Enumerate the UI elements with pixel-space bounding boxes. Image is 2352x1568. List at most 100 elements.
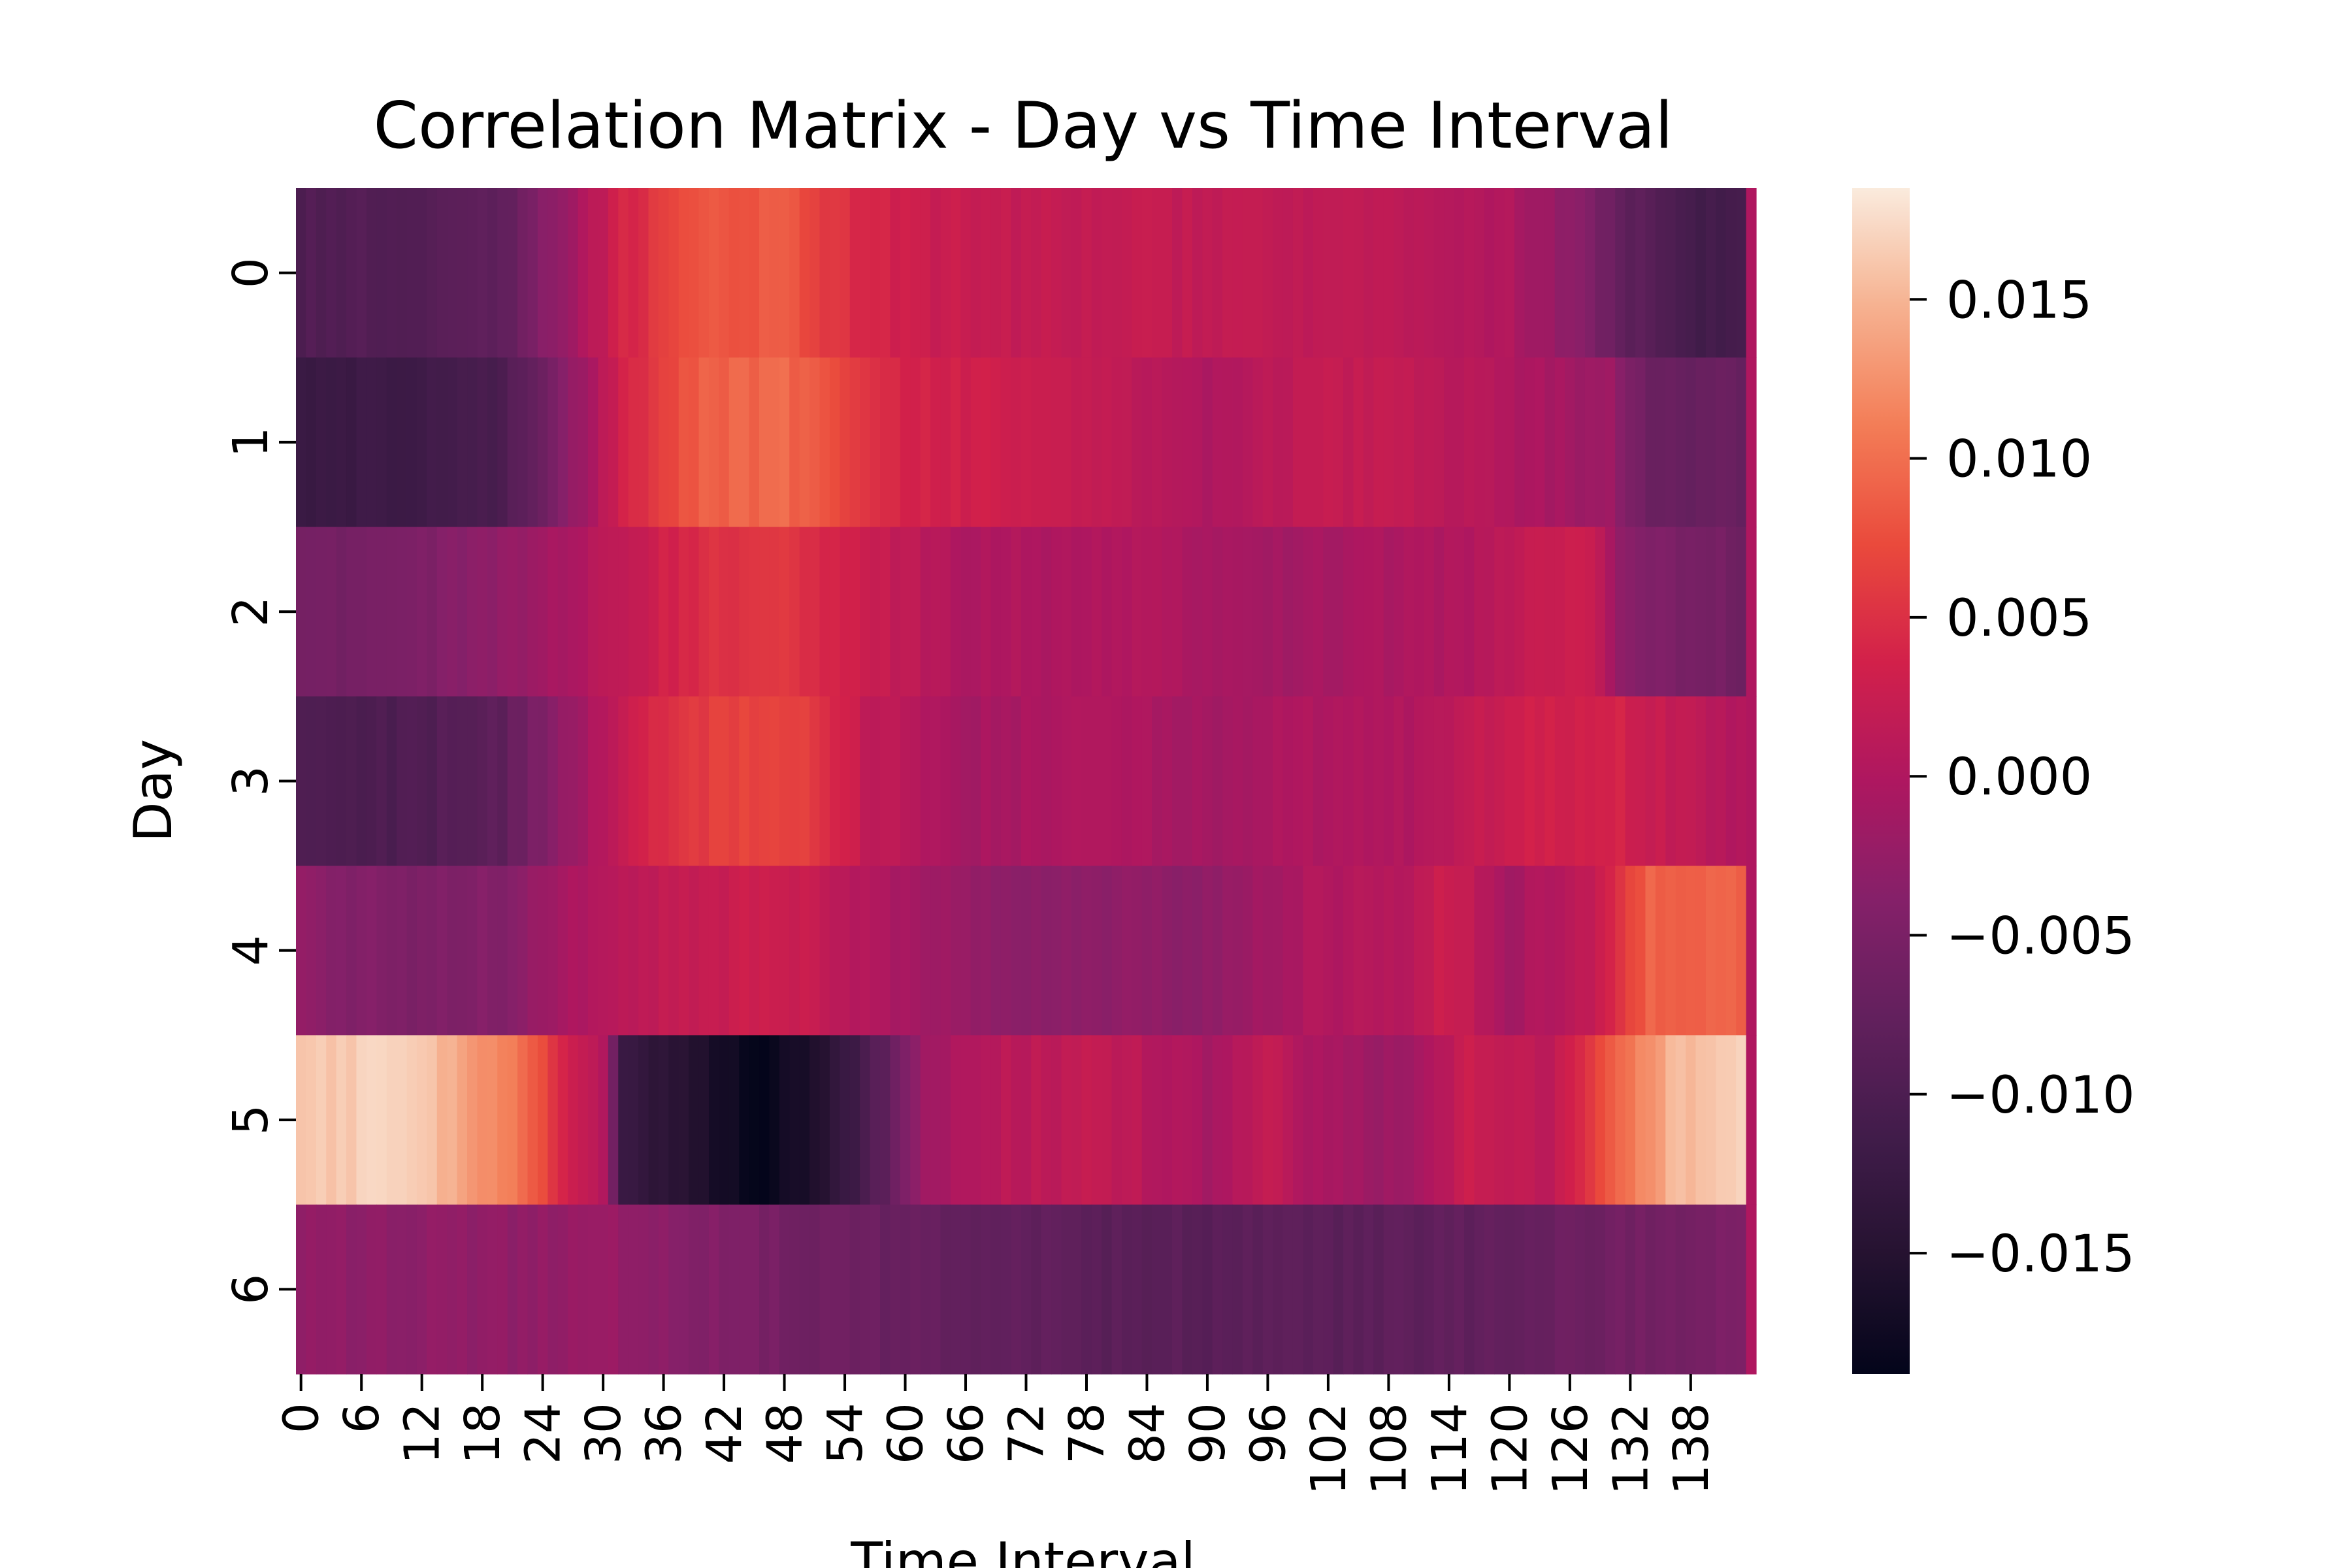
heatmap-cell	[1645, 188, 1656, 358]
heatmap-cell	[497, 1204, 508, 1375]
heatmap-cell	[1262, 1035, 1273, 1205]
heatmap-cell	[316, 696, 327, 866]
heatmap-cell	[1615, 188, 1626, 358]
heatmap-cell	[1102, 527, 1113, 697]
heatmap-cell	[507, 357, 518, 528]
heatmap-cell	[1051, 696, 1062, 866]
heatmap-cell	[819, 527, 830, 697]
heatmap-cell	[578, 357, 589, 528]
heatmap-cell	[356, 188, 367, 358]
heatmap-cell	[1534, 527, 1545, 697]
heatmap-cell	[1333, 527, 1344, 697]
heatmap-cell	[628, 866, 639, 1036]
heatmap-cell	[981, 357, 992, 528]
heatmap-cell	[990, 188, 1002, 358]
heatmap-cell	[1363, 866, 1374, 1036]
heatmap-cell	[749, 527, 760, 697]
heatmap-cell	[598, 1035, 609, 1205]
heatmap-cell	[769, 1204, 780, 1375]
heatmap-cell	[1615, 696, 1626, 866]
heatmap-cell	[950, 866, 961, 1036]
heatmap-cell	[467, 357, 478, 528]
heatmap-cell	[1071, 188, 1082, 358]
heatmap-cell	[527, 866, 538, 1036]
heatmap-cell	[416, 357, 427, 528]
heatmap-cell	[557, 357, 568, 528]
heatmap-cell	[366, 357, 377, 528]
heatmap-cell	[1565, 1204, 1576, 1375]
heatmap-cell	[1635, 527, 1646, 697]
colorbar-ticks: 0.015 0.010 0.005 0.000 −0.005 −0.010 −0.015	[1910, 271, 2135, 1284]
heatmap-cell	[1262, 188, 1273, 358]
heatmap-cell	[427, 357, 438, 528]
heatmap-cell	[578, 1035, 589, 1205]
heatmap-cell	[1262, 1204, 1273, 1375]
heatmap-cell	[1534, 1204, 1545, 1375]
heatmap-cell	[749, 696, 760, 866]
heatmap-cell	[1292, 866, 1303, 1036]
heatmap-cell	[900, 696, 911, 866]
heatmap-cell	[1424, 1035, 1435, 1205]
heatmap-cell	[416, 527, 427, 697]
heatmap-cell	[728, 1035, 740, 1205]
heatmap-cell	[436, 866, 448, 1036]
heatmap-cell	[628, 527, 639, 697]
heatmap-cell	[547, 188, 559, 358]
heatmap-cell	[1091, 1035, 1102, 1205]
heatmap-cell	[1202, 357, 1213, 528]
heatmap-cell	[950, 696, 961, 866]
heatmap-cell	[1041, 696, 1052, 866]
heatmap-cell	[537, 696, 548, 866]
heatmap-cell	[1132, 1204, 1143, 1375]
heatmap-cell	[1273, 696, 1284, 866]
heatmap-cell	[467, 1035, 478, 1205]
heatmap-cell	[1514, 527, 1526, 697]
heatmap-cell	[306, 1204, 317, 1375]
heatmap-cell	[588, 866, 599, 1036]
heatmap-cell	[1615, 527, 1626, 697]
heatmap-cell	[507, 1204, 518, 1375]
heatmap-cell	[1222, 696, 1233, 866]
heatmap-cell	[819, 188, 830, 358]
x-tick-label: 72	[999, 1403, 1055, 1464]
heatmap-cell	[1333, 1035, 1344, 1205]
heatmap-cell	[1625, 696, 1636, 866]
heatmap-cell	[920, 527, 931, 697]
heatmap-cell	[316, 866, 327, 1036]
heatmap-cell	[517, 1204, 529, 1375]
heatmap-cell	[1222, 357, 1233, 528]
heatmap-cell	[728, 1204, 740, 1375]
heatmap-cell	[819, 357, 830, 528]
heatmap-cell	[940, 527, 951, 697]
heatmap-cell	[1373, 1035, 1384, 1205]
y-tick-label: 6	[223, 1274, 279, 1305]
heatmap-cell	[1383, 357, 1394, 528]
heatmap-cell	[527, 1204, 538, 1375]
heatmap-cell	[628, 696, 639, 866]
heatmap-cell	[1192, 866, 1203, 1036]
y-axis: 0 1 2 3 4 5 6	[223, 257, 296, 1305]
heatmap-cell	[1625, 866, 1636, 1036]
heatmap-cell	[1675, 357, 1686, 528]
heatmap-cell	[1484, 357, 1495, 528]
heatmap-cell	[1394, 188, 1405, 358]
heatmap-cell	[1705, 866, 1716, 1036]
heatmap-cell	[1292, 696, 1303, 866]
heatmap-cell	[1474, 188, 1485, 358]
heatmap-cell	[1132, 527, 1143, 697]
heatmap-cell	[739, 527, 750, 697]
heatmap-cell	[436, 1035, 448, 1205]
heatmap-cell	[1232, 527, 1243, 697]
heatmap-cell	[487, 527, 498, 697]
heatmap-cell	[366, 1204, 377, 1375]
heatmap-cell	[1464, 1035, 1475, 1205]
heatmap-cell	[689, 1035, 700, 1205]
heatmap-cell	[940, 357, 951, 528]
heatmap-cell	[860, 1035, 871, 1205]
heatmap-cell	[457, 1035, 468, 1205]
heatmap-cell	[1725, 1035, 1737, 1205]
heatmap-cell	[1232, 188, 1243, 358]
heatmap-cell	[568, 866, 579, 1036]
heatmap-cells	[296, 188, 1757, 1375]
heatmap-cell	[809, 188, 821, 358]
